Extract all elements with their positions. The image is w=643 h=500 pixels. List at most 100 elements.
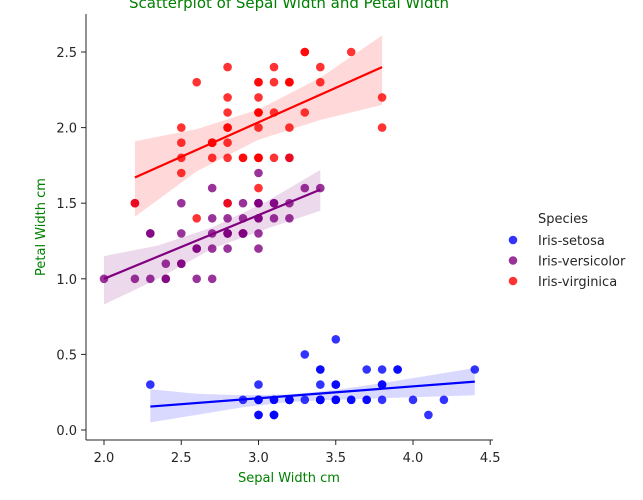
y-tick-label: 1.5 <box>56 197 77 212</box>
data-point <box>177 123 186 132</box>
legend-marker <box>508 235 518 245</box>
data-point <box>300 350 310 359</box>
data-point <box>177 229 186 238</box>
data-point <box>300 183 310 193</box>
data-point <box>377 395 387 405</box>
data-point <box>269 62 279 72</box>
data-point <box>300 108 310 117</box>
data-point <box>146 274 155 284</box>
data-point <box>130 198 140 208</box>
data-point <box>146 380 155 389</box>
data-point <box>238 198 248 208</box>
data-point <box>254 229 263 238</box>
legend: Species Iris-setosa Iris-versicolor Iris-v… <box>508 212 626 290</box>
data-point <box>285 153 294 163</box>
data-point <box>192 244 201 253</box>
data-point <box>177 198 186 208</box>
y-tick-label: 0.5 <box>56 348 77 363</box>
data-point <box>316 62 325 72</box>
data-point <box>408 395 418 405</box>
data-point <box>207 183 217 193</box>
data-point <box>470 365 480 374</box>
data-point <box>161 274 171 284</box>
x-axis-title: Sepal Width cm <box>238 471 340 486</box>
data-point <box>285 77 294 87</box>
data-point <box>177 259 186 269</box>
y-axis-ticks: 0.0 0.5 1.0 1.5 2.0 2.5 <box>56 46 86 439</box>
data-point <box>377 365 387 374</box>
data-point <box>254 183 263 193</box>
data-point <box>177 168 186 178</box>
data-point <box>285 214 294 223</box>
data-point <box>269 198 279 208</box>
data-point <box>393 365 402 374</box>
data-point <box>223 138 232 147</box>
legend-title: Species <box>538 212 588 227</box>
data-point <box>377 123 387 132</box>
regression-line <box>150 380 475 408</box>
chart-title: Scatterplot of Sepal Width and Petal Wid… <box>129 0 449 12</box>
data-point <box>331 395 341 405</box>
data-point <box>192 77 201 87</box>
data-point <box>254 198 263 208</box>
data-point <box>238 229 248 238</box>
data-point <box>254 395 263 405</box>
data-point <box>316 77 325 87</box>
data-point <box>223 93 232 102</box>
data-point <box>331 380 341 389</box>
data-point <box>331 335 341 344</box>
data-point <box>146 229 155 238</box>
data-point <box>223 123 232 132</box>
data-point <box>424 410 433 420</box>
data-point <box>377 380 387 389</box>
y-tick-label: 1.0 <box>56 273 77 288</box>
data-point <box>285 123 294 132</box>
data-point <box>254 123 263 132</box>
x-tick-label: 4.5 <box>480 451 501 466</box>
y-tick-label: 0.0 <box>56 424 77 439</box>
legend-marker <box>508 256 518 265</box>
legend-label: Iris-setosa <box>538 234 605 249</box>
plot-area <box>99 35 480 423</box>
data-point <box>300 47 310 57</box>
x-tick-label: 3.0 <box>248 451 269 466</box>
data-point <box>207 214 217 223</box>
data-point <box>269 214 279 223</box>
data-point <box>377 93 387 102</box>
legend-marker <box>508 276 518 286</box>
data-point <box>207 153 217 163</box>
x-tick-label: 3.5 <box>325 451 346 466</box>
data-point <box>192 214 201 223</box>
data-point <box>285 395 294 405</box>
data-points <box>99 47 480 420</box>
data-point <box>300 395 310 405</box>
y-tick-label: 2.0 <box>56 122 77 137</box>
regression-line <box>134 66 383 179</box>
data-point <box>316 365 325 374</box>
data-point <box>223 244 232 253</box>
legend-label: Iris-versicolor <box>538 255 626 270</box>
data-point <box>223 108 232 117</box>
data-point <box>130 274 140 284</box>
data-point <box>207 244 217 253</box>
data-point <box>346 395 356 405</box>
data-point <box>254 77 263 87</box>
data-point <box>254 244 263 253</box>
x-tick-label: 4.0 <box>403 451 424 466</box>
data-point <box>346 47 356 57</box>
x-axis-ticks: 2.0 2.5 3.0 3.5 4.0 4.5 <box>94 440 501 466</box>
data-point <box>362 395 372 405</box>
y-tick-label: 2.5 <box>56 46 77 61</box>
data-point <box>254 410 263 420</box>
confidence-band <box>150 368 475 423</box>
data-point <box>223 214 232 223</box>
legend-label: Iris-virginica <box>538 275 617 290</box>
data-point <box>439 395 449 405</box>
data-point <box>254 153 263 163</box>
data-point <box>269 153 279 163</box>
data-point <box>223 229 232 238</box>
data-point <box>316 380 325 389</box>
regression-lines <box>103 66 475 408</box>
data-point <box>177 138 186 147</box>
